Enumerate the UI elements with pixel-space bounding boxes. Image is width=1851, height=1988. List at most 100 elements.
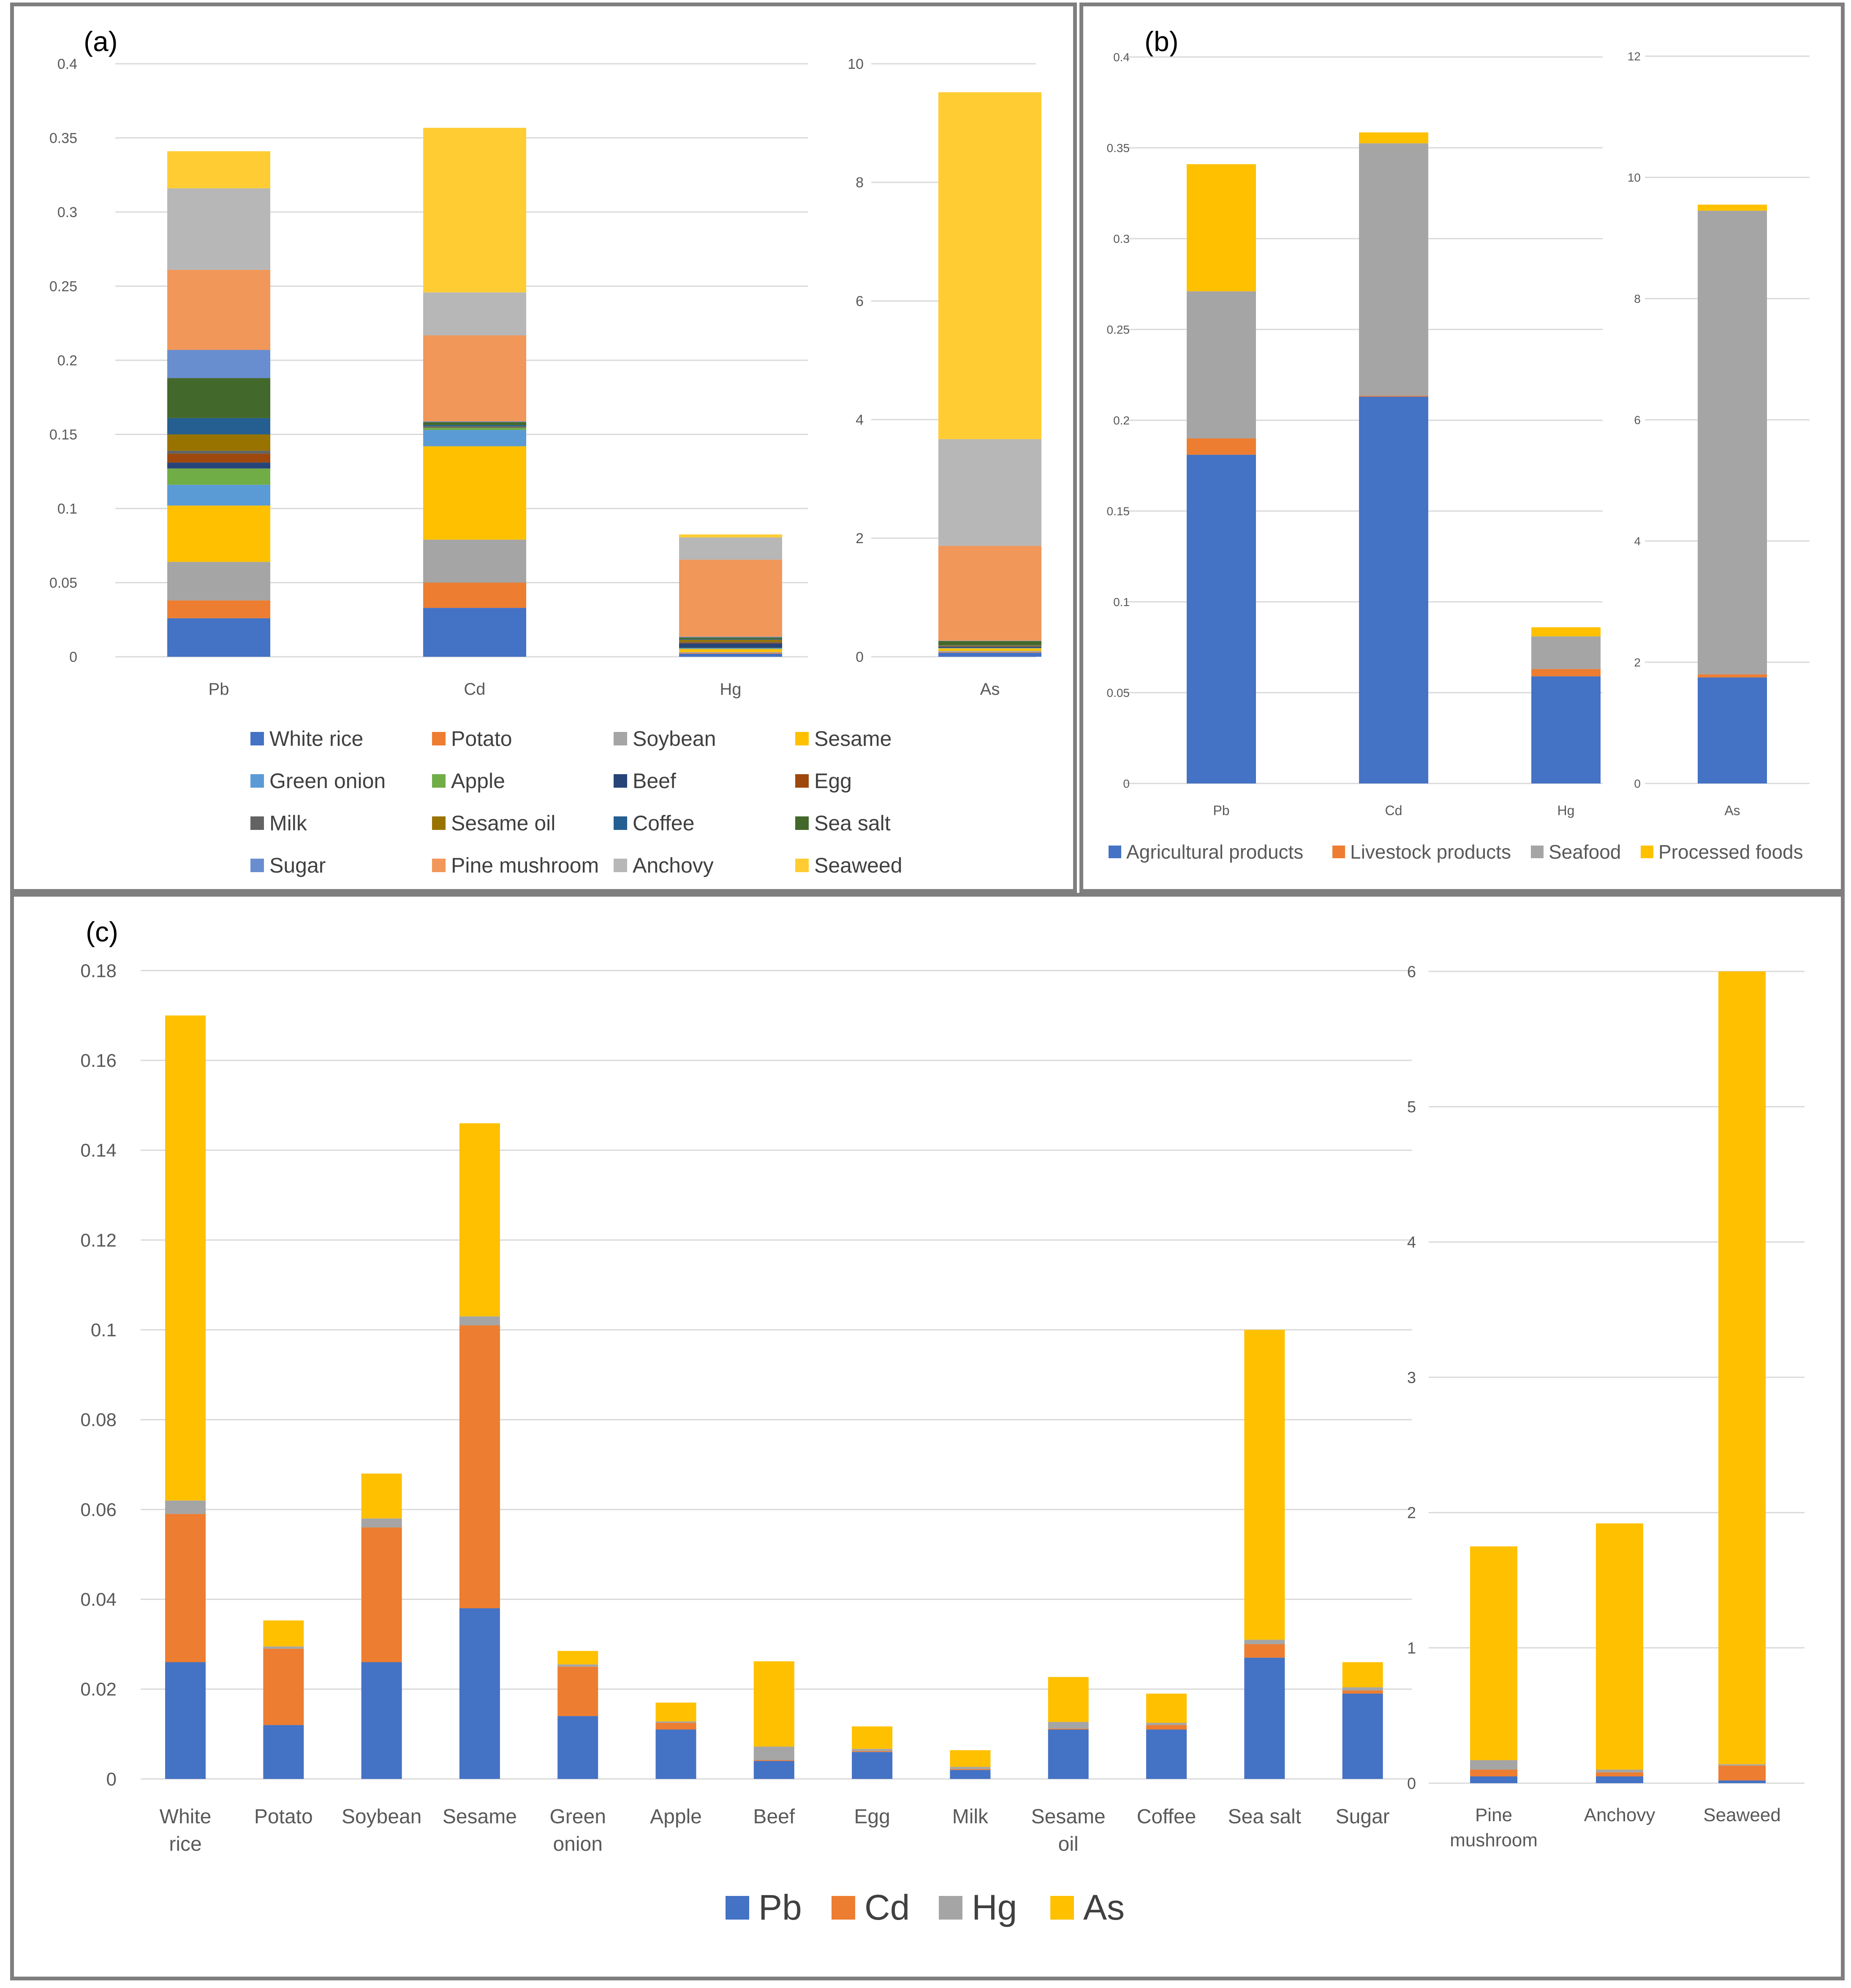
chart-b-bar-as-agricultural-products [1698, 677, 1767, 783]
chart-c-category-green-onion: Green onion [549, 1806, 606, 1855]
chart-c-category-sugar: Sugar [1336, 1806, 1390, 1828]
legend-a: White rice Potato Soybean Sesame Green onion… [14, 6, 1073, 889]
legend-item-milk: Milk [250, 811, 307, 835]
chart-c-bar-sesame-pb [459, 1608, 500, 1779]
chart-a-bar-as-egg [938, 646, 1041, 647]
chart-b-bar-pb-livestock-products [1187, 438, 1256, 455]
chart-c-bar-anchovy-cd [1596, 1772, 1643, 1776]
chart-c-category-sesame-oil: Sesame oil [1031, 1806, 1106, 1855]
category-label-line: Soybean [342, 1806, 422, 1828]
legend-swatch [432, 816, 446, 830]
chart-c-bar-coffee-hg [1146, 1723, 1187, 1725]
chart-a-right-tick-0: 0 [856, 649, 864, 665]
legend-label: Anchovy [633, 854, 714, 877]
legend-item-soybean: Soybean [614, 726, 716, 751]
category-label-line: mushroom [1450, 1830, 1538, 1850]
chart-c-right-tick-1: 1 [1407, 1640, 1416, 1657]
category-label-line: Sugar [1336, 1806, 1390, 1828]
chart-a-bar-cd-sesame [423, 446, 526, 540]
legend-label: Green onion [269, 769, 386, 793]
chart-c-bar-apple-pb [655, 1730, 696, 1779]
legend-item-as: As [1050, 1887, 1125, 1928]
chart-a-right-tick-4: 4 [856, 412, 864, 428]
legend-swatch [1109, 846, 1121, 858]
chart-c-left-tick-0-02: 0.02 [80, 1679, 117, 1700]
chart-a-right-tick-10: 10 [848, 56, 864, 72]
legend-b: Agricultural products Livestock products S… [1083, 6, 1841, 889]
chart-c-bar-green-onion-hg [557, 1664, 598, 1667]
chart-b-category-as: As [1724, 803, 1740, 818]
chart-c-right-tick-4: 4 [1407, 1234, 1416, 1251]
chart-b-bar-as-seafood [1698, 210, 1767, 674]
chart-b-category-pb: Pb [1213, 803, 1229, 818]
legend-swatch [432, 774, 446, 788]
chart-c-right-tick-2: 2 [1407, 1504, 1416, 1522]
chart-b: 0 0.05 0.1 0.15 0.2 0.25 0.3 0.35 0.4 0 2 4 6 8 10 12 Pb… [1107, 50, 1810, 818]
chart-c-bar-beef-cd [753, 1760, 794, 1761]
chart-c-bar-coffee-cd [1146, 1725, 1187, 1730]
chart-c-bar-sesame-oil-pb [1048, 1730, 1089, 1779]
chart-a-left-tick-0-35: 0.35 [49, 130, 77, 146]
category-label-line: rice [169, 1833, 201, 1855]
legend-item-pb: Pb [726, 1887, 802, 1928]
chart-c-category-potato: Potato [254, 1806, 313, 1828]
chart-b-bar-cd-livestock-products [1359, 395, 1428, 397]
legend-item-sesame: Sesame [795, 726, 892, 751]
chart-a-bar-hg-egg [679, 642, 782, 644]
chart-a-left-tick-0-2: 0.2 [57, 353, 77, 369]
chart-a-bar-pb-apple [167, 468, 270, 485]
chart-b-right-tick-4: 4 [1634, 535, 1641, 548]
chart-a-bar-pb-egg [167, 454, 270, 463]
chart-a-left-tick-0-15: 0.15 [49, 427, 77, 443]
chart-a-bar-pb-sesame [167, 505, 270, 562]
chart-c-bar-apple-hg [655, 1721, 696, 1723]
chart-c-bar-sugar-as [1342, 1662, 1383, 1688]
panel-a-label: (a) [84, 26, 118, 57]
chart-c-bar-soybean-cd [361, 1527, 402, 1662]
legend-label: Livestock products [1350, 841, 1511, 863]
legend-item-cd: Cd [832, 1887, 910, 1928]
panel-b: (b) 0 0.05 0.1 0.15 0.2 0.25 0.3 0.35 0.4 0 2 4 6 8 10… [1079, 3, 1845, 893]
chart-a-left-tick-0-3: 0.3 [57, 204, 77, 220]
chart-c-bar-sea-salt-pb [1244, 1657, 1285, 1779]
chart-c-bar-green-onion-as [557, 1651, 598, 1664]
legend-label: Cd [864, 1887, 910, 1927]
chart-c-bar-sea-salt-hg [1244, 1640, 1285, 1644]
chart-a-bar-hg-soybean [679, 652, 782, 653]
chart-c-bar-egg-pb [852, 1752, 893, 1779]
chart-c-bar-potato-pb [263, 1725, 304, 1779]
legend-swatch [1050, 1896, 1074, 1920]
legend-swatch [250, 816, 264, 830]
chart-c-bar-white-rice-as [165, 1015, 206, 1501]
legend-label: Milk [269, 811, 307, 835]
chart-b-left-tick-0-4: 0.4 [1113, 51, 1130, 64]
legend-swatch [614, 859, 627, 872]
chart-a-bar-hg-milk [679, 642, 782, 643]
chart-b-bar-hg-processed-foods [1531, 627, 1601, 636]
chart-a-bar-pb-sesame-oil [167, 434, 270, 451]
category-label-line: onion [553, 1833, 602, 1855]
chart-c-bar-milk-as [950, 1750, 991, 1767]
chart-c-bar-potato-as [263, 1620, 304, 1647]
chart-a-bar-pb-seaweed [167, 151, 270, 188]
chart-b-right-tick-2: 2 [1634, 656, 1641, 669]
chart-b-category-hg: Hg [1557, 803, 1575, 818]
chart-b-left-tick-0-25: 0.25 [1107, 323, 1130, 336]
category-label-line: Pine [1475, 1805, 1512, 1825]
chart-a-left-tick-0-05: 0.05 [49, 575, 77, 591]
category-label-line: Sesame [1031, 1806, 1106, 1828]
legend-label: Hg [972, 1887, 1017, 1927]
panel-b-label: (b) [1144, 26, 1179, 57]
chart-c-bar-apple-as [655, 1702, 696, 1721]
chart-c-bar-egg-hg [852, 1749, 893, 1751]
chart-b-right-tick-12: 12 [1628, 50, 1641, 63]
chart-a-bar-pb-anchovy [167, 188, 270, 270]
legend-swatch [795, 859, 809, 872]
chart-a-bar-as-anchovy [938, 439, 1041, 546]
chart-c-bar-coffee-pb [1146, 1730, 1187, 1779]
chart-c-bar-egg-cd [852, 1751, 893, 1752]
legend-item-white-rice: White rice [250, 726, 363, 751]
category-label-line: White [160, 1806, 212, 1828]
chart-a-bar-cd-beef [423, 427, 526, 428]
chart-c-category-sesame: Sesame [443, 1806, 517, 1828]
